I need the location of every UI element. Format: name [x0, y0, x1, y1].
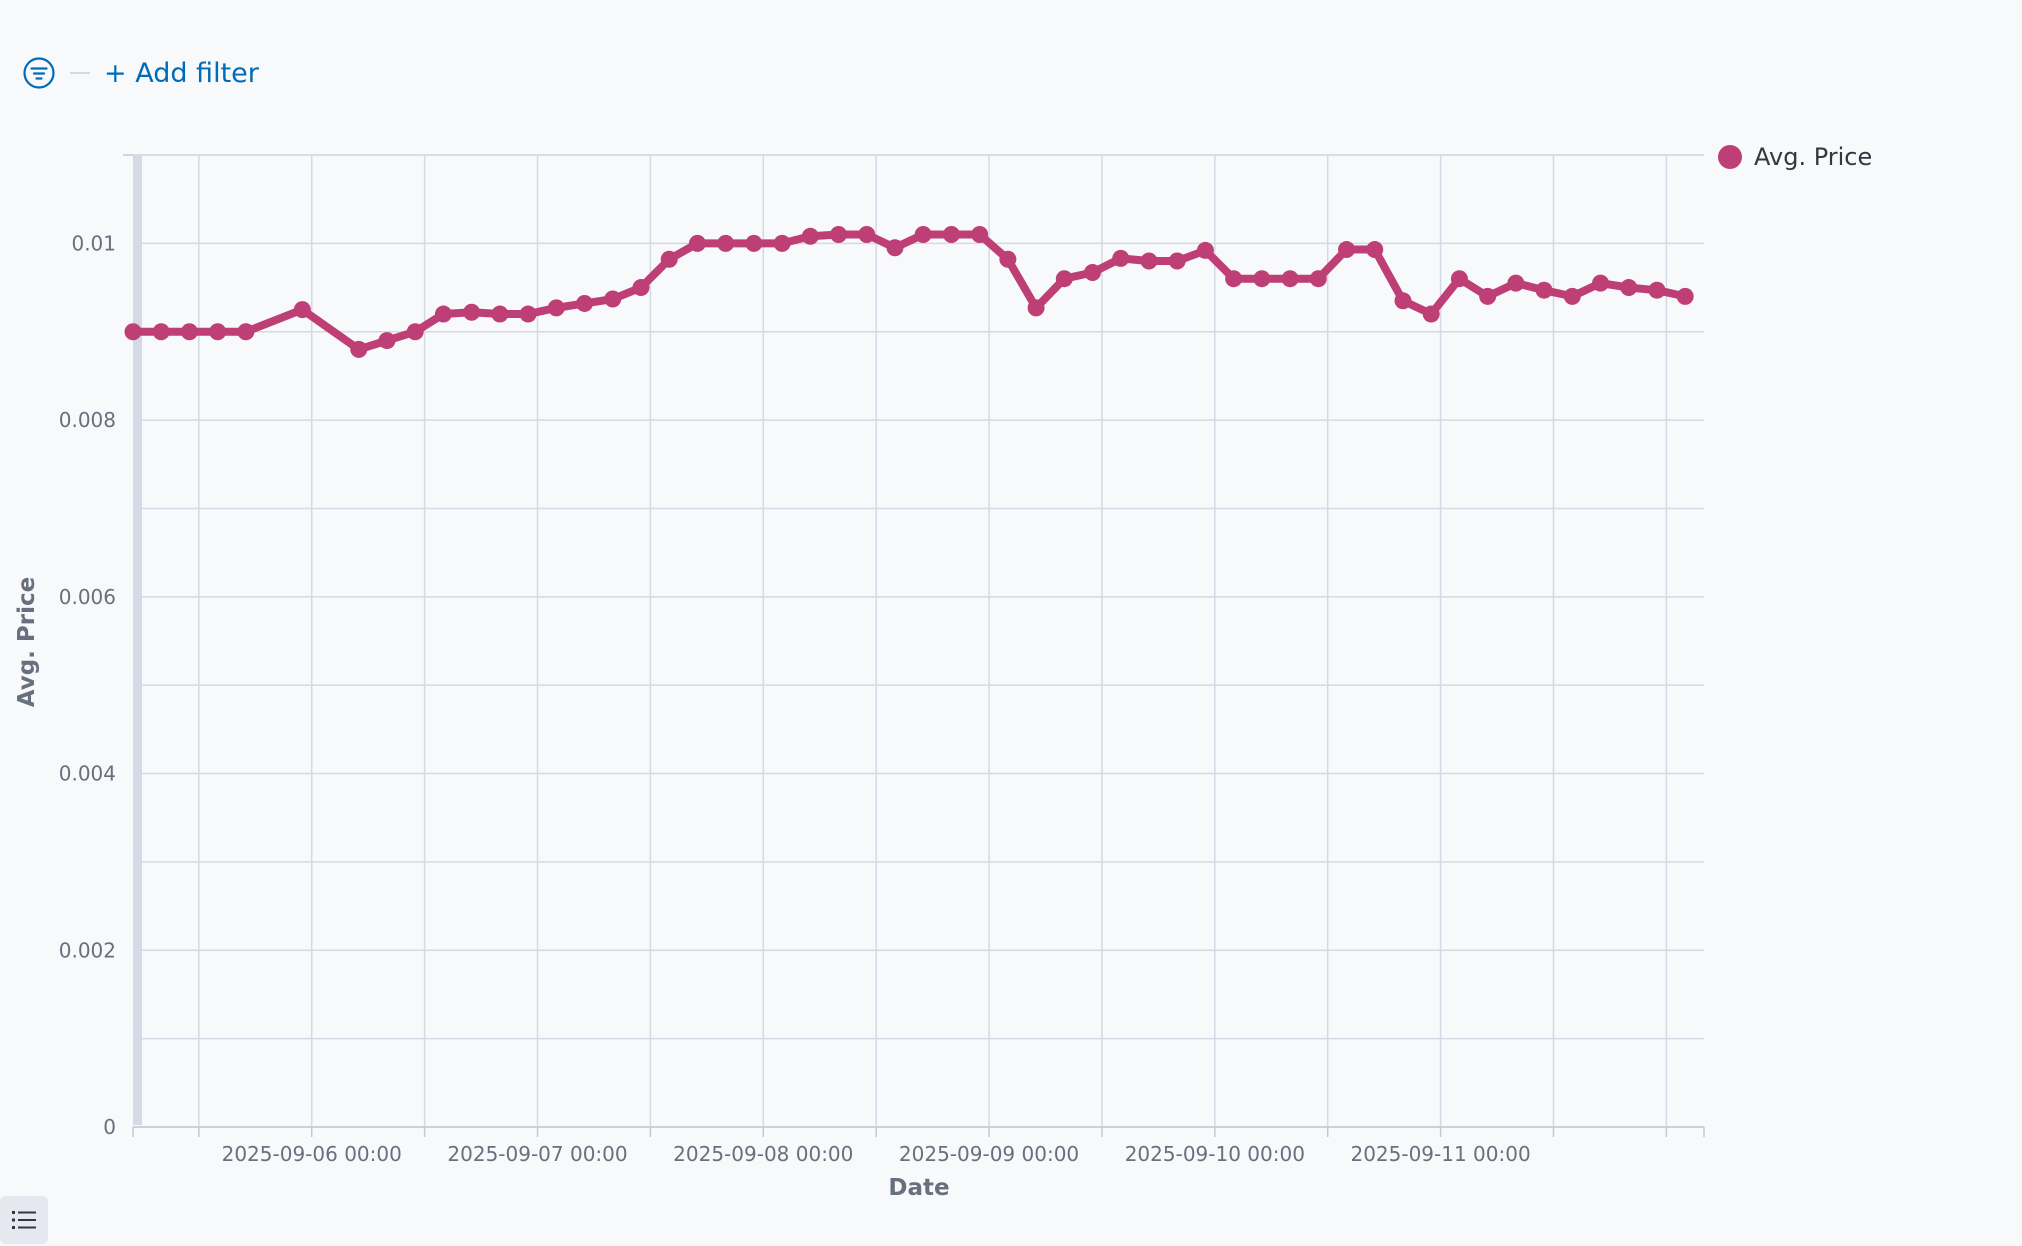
y-tick-label: 0	[103, 1115, 116, 1139]
data-point	[1592, 274, 1610, 292]
data-point	[1196, 241, 1214, 259]
data-point	[942, 226, 960, 244]
data-point	[717, 234, 735, 252]
data-point	[463, 303, 481, 321]
data-point	[1676, 287, 1694, 305]
data-point	[1338, 241, 1356, 259]
data-point	[858, 226, 876, 244]
chart-axes	[123, 154, 1705, 1137]
data-point	[124, 323, 142, 341]
filter-icon[interactable]	[22, 56, 56, 90]
data-point	[1055, 270, 1073, 288]
data-point	[1535, 281, 1553, 299]
data-point	[1253, 270, 1271, 288]
y-tick-label: 0.01	[71, 231, 116, 255]
data-point	[180, 323, 198, 341]
x-tick-label: 2025-09-10 00:00	[1125, 1142, 1305, 1166]
data-point	[1563, 287, 1581, 305]
x-tick-label: 2025-09-11 00:00	[1350, 1142, 1530, 1166]
data-point	[1309, 270, 1327, 288]
data-point	[1225, 270, 1243, 288]
series-layer	[124, 226, 1694, 358]
data-point	[660, 250, 678, 268]
data-point	[350, 340, 368, 358]
legend-item[interactable]: Avg. Price	[1718, 143, 1872, 171]
legend-color-dot	[1718, 145, 1742, 169]
x-tick-label: 2025-09-06 00:00	[222, 1142, 402, 1166]
legend-label: Avg. Price	[1754, 143, 1873, 171]
data-point	[1394, 292, 1412, 310]
filter-bar: + Add filter	[22, 50, 259, 96]
data-point	[830, 226, 848, 244]
data-point	[1084, 264, 1102, 282]
data-point	[1450, 270, 1468, 288]
data-point	[745, 234, 763, 252]
data-point	[1422, 305, 1440, 323]
data-point	[1281, 270, 1299, 288]
chart-grid	[133, 154, 1704, 1128]
data-point	[1168, 252, 1186, 270]
y-tick-label: 0.006	[59, 585, 116, 609]
y-tick-label: 0.008	[59, 408, 116, 432]
data-point	[576, 294, 594, 312]
data-point	[378, 332, 396, 350]
x-tick-label: 2025-09-07 00:00	[447, 1142, 627, 1166]
brush-handle[interactable]	[133, 155, 142, 1125]
data-point	[1027, 299, 1045, 317]
data-point	[293, 301, 311, 319]
y-axis-title: Avg. Price	[14, 577, 40, 708]
data-point	[886, 239, 904, 257]
x-tick-label: 2025-09-09 00:00	[899, 1142, 1079, 1166]
data-point	[604, 290, 622, 308]
add-filter-button[interactable]: + Add filter	[104, 57, 259, 89]
data-point	[1620, 279, 1638, 297]
data-point	[1366, 241, 1384, 259]
data-point	[1648, 281, 1666, 299]
data-point	[801, 227, 819, 245]
data-point	[152, 323, 170, 341]
tick-labels: 0 0.002 0.004 0.006 0.008 0.01 2025-09-06 00:0…	[59, 231, 1531, 1166]
data-point	[1112, 249, 1130, 267]
data-point	[519, 305, 537, 323]
data-point	[237, 323, 255, 341]
filter-divider	[70, 72, 90, 74]
list-toggle-button[interactable]	[0, 1196, 48, 1244]
data-point	[547, 299, 565, 317]
y-tick-label: 0.004	[59, 762, 116, 786]
x-tick-label: 2025-09-08 00:00	[673, 1142, 853, 1166]
data-point	[999, 250, 1017, 268]
data-point	[1140, 252, 1158, 270]
data-point	[688, 234, 706, 252]
list-icon	[12, 1211, 36, 1229]
data-point	[1479, 287, 1497, 305]
data-point	[632, 279, 650, 297]
data-point	[1507, 274, 1525, 292]
y-tick-label: 0.002	[59, 938, 116, 962]
data-point	[491, 305, 509, 323]
data-point	[971, 226, 989, 244]
x-axis-title: Date	[888, 1175, 949, 1201]
data-point	[914, 226, 932, 244]
data-point	[773, 234, 791, 252]
data-point	[209, 323, 227, 341]
data-point	[406, 323, 424, 341]
data-point	[434, 305, 452, 323]
